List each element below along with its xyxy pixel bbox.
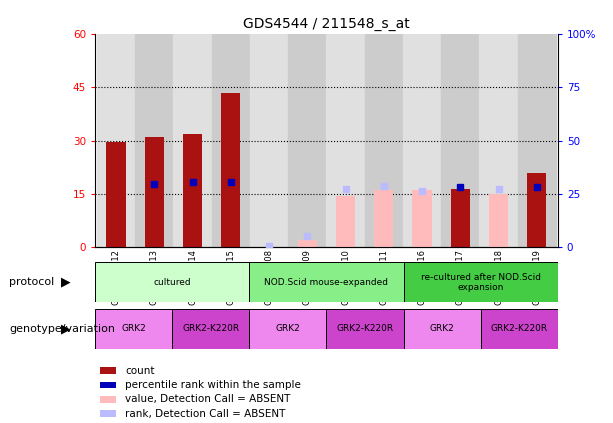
Text: cultured: cultured [153,278,191,287]
Text: count: count [125,365,154,376]
Text: GRK2: GRK2 [121,324,146,333]
Bar [173,34,211,247]
Text: protocol: protocol [9,277,55,287]
Text: GRK2-K220R: GRK2-K220R [490,324,548,333]
Bar [403,309,481,349]
Bar [327,34,365,247]
Bar [403,262,558,302]
Text: ▶: ▶ [61,276,70,288]
Bar [288,34,327,247]
Text: GRK2: GRK2 [275,324,300,333]
Bar [249,262,403,302]
Bar [100,396,116,403]
Bar [298,240,317,247]
Bar [249,309,327,349]
Bar [250,34,288,247]
Title: GDS4544 / 211548_s_at: GDS4544 / 211548_s_at [243,17,410,31]
Bar [403,34,441,247]
Bar [95,309,172,349]
Bar [413,190,432,247]
Bar [97,34,135,247]
Text: value, Detection Call = ABSENT: value, Detection Call = ABSENT [125,394,291,404]
Bar [211,34,250,247]
Text: re-cultured after NOD.Scid
expansion: re-cultured after NOD.Scid expansion [421,273,541,292]
Bar [451,189,470,247]
Text: genotype/variation: genotype/variation [9,324,115,334]
Bar [145,137,164,247]
Bar [100,410,116,417]
Text: NOD.Scid mouse-expanded: NOD.Scid mouse-expanded [264,278,389,287]
Text: GRK2-K220R: GRK2-K220R [182,324,239,333]
Text: ▶: ▶ [61,322,70,335]
Text: rank, Detection Call = ABSENT: rank, Detection Call = ABSENT [125,409,286,419]
Bar [100,382,116,388]
Bar [441,34,479,247]
Bar [336,196,355,247]
Bar [374,190,394,247]
Bar [365,34,403,247]
Bar [479,34,517,247]
Bar [100,367,116,374]
Bar [95,262,249,302]
Bar [183,134,202,247]
Bar [172,309,249,349]
Bar [135,34,173,247]
Bar [527,173,546,247]
Text: percentile rank within the sample: percentile rank within the sample [125,380,301,390]
Bar [221,93,240,247]
Text: GRK2: GRK2 [430,324,454,333]
Bar [489,194,508,247]
Bar [481,309,558,349]
Bar [327,309,403,349]
Text: GRK2-K220R: GRK2-K220R [337,324,394,333]
Bar [107,143,126,247]
Bar [517,34,556,247]
